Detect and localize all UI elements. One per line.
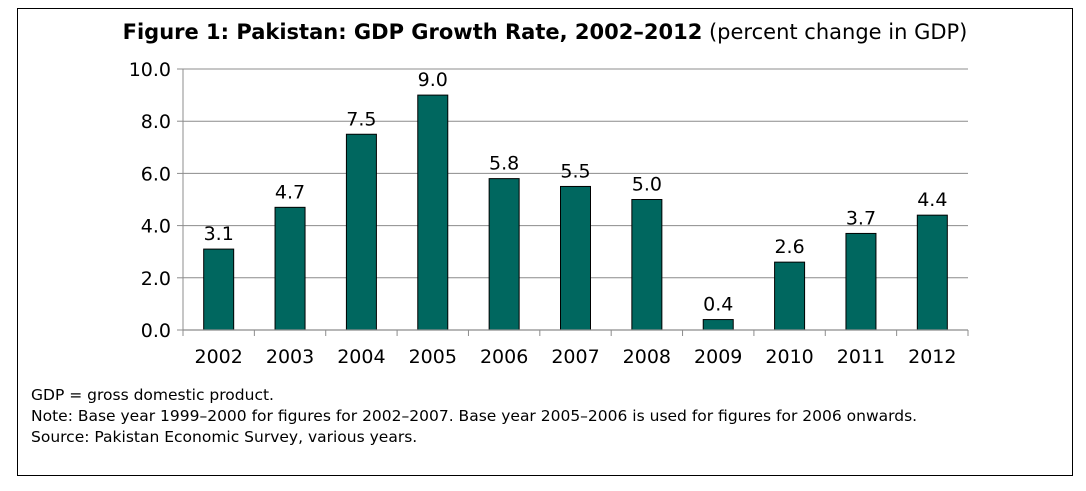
- bar-2003: [274, 206, 306, 331]
- data-label-2003: 4.7: [275, 181, 305, 203]
- chart-title-main: Figure 1: Pakistan: GDP Growth Rate, 200…: [122, 20, 703, 44]
- x-tick-label-2011: 2011: [837, 346, 885, 368]
- data-label-2011: 3.7: [846, 207, 876, 229]
- y-tick-label: 8.0: [141, 111, 171, 133]
- figure-frame: Figure 1: Pakistan: GDP Growth Rate, 200…: [17, 8, 1073, 476]
- y-tick-label: 6.0: [141, 163, 171, 185]
- x-tick-label-2012: 2012: [908, 346, 956, 368]
- gdp-growth-bar-chart: 0.0 2.0 4.0 6.0 8.0 10.0 3.1 2002 4.7 2003 7.5 2004…: [129, 59, 969, 368]
- x-tick-label-2004: 2004: [337, 346, 385, 368]
- data-label-2007: 5.5: [560, 160, 590, 182]
- data-label-2010: 2.6: [774, 236, 804, 258]
- bar-2010: [774, 261, 806, 331]
- data-label-2002: 3.1: [204, 223, 234, 245]
- figure-notes: GDP = gross domestic product. Note: Base…: [31, 385, 1061, 448]
- data-label-2004: 7.5: [346, 108, 376, 130]
- bar-2005: [417, 94, 449, 331]
- x-tick-label-2002: 2002: [195, 346, 243, 368]
- bar-2012: [916, 214, 948, 331]
- data-label-2009: 0.4: [703, 294, 733, 316]
- source-note: Source: Pakistan Economic Survey, variou…: [31, 428, 418, 446]
- x-tick-label-2008: 2008: [623, 346, 671, 368]
- data-label-2005: 9.0: [418, 69, 448, 91]
- x-tick-label-2009: 2009: [694, 346, 742, 368]
- x-tick-label-2005: 2005: [409, 346, 457, 368]
- bar-2002: [203, 248, 235, 331]
- x-tick-label-2010: 2010: [765, 346, 813, 368]
- x-tick-label-2007: 2007: [551, 346, 599, 368]
- x-tick-label-2006: 2006: [480, 346, 528, 368]
- bar-2007: [560, 185, 591, 331]
- bar-2009: [702, 319, 734, 331]
- bar-2004: [345, 133, 377, 331]
- y-tick-label: 10.0: [129, 59, 171, 81]
- data-label-2012: 4.4: [917, 189, 947, 211]
- x-tick-label-2003: 2003: [266, 346, 314, 368]
- y-tick-label: 4.0: [141, 216, 171, 238]
- chart-title: Figure 1: Pakistan: GDP Growth Rate, 200…: [18, 19, 1072, 45]
- bar-2006: [488, 178, 520, 331]
- data-label-2008: 5.0: [632, 174, 662, 196]
- bar-2008: [631, 199, 663, 331]
- chart-title-unit: (percent change in GDP): [702, 20, 968, 44]
- data-label-2006: 5.8: [489, 153, 519, 175]
- base-year-note: Note: Base year 1999–2000 for figures fo…: [31, 407, 918, 425]
- y-tick-label: 2.0: [141, 268, 171, 290]
- definition-note: GDP = gross domestic product.: [31, 386, 274, 404]
- bar-2011: [845, 232, 877, 331]
- y-tick-label: 0.0: [141, 320, 171, 342]
